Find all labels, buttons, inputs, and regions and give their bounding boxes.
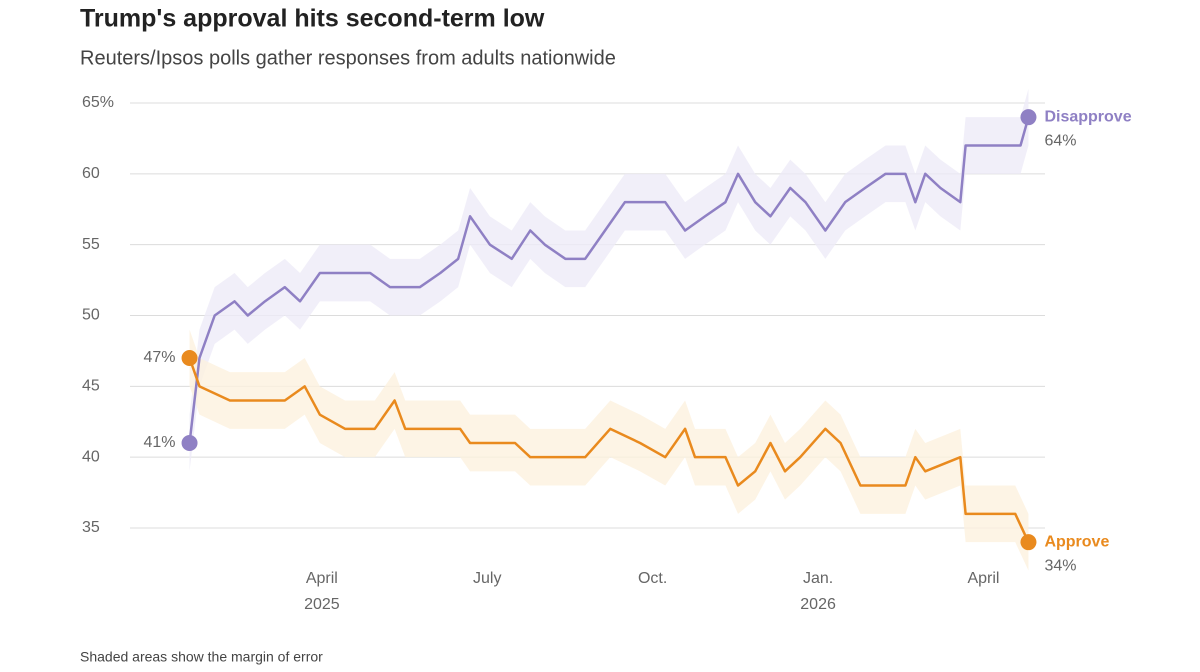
y-tick-label: 45 — [82, 378, 100, 395]
footnote: Shaded areas show the margin of error — [80, 649, 323, 665]
y-tick-label: 65% — [82, 94, 114, 111]
y-tick-label: 55 — [82, 236, 100, 253]
y-tick-label: 60 — [82, 165, 100, 182]
x-year-label: 2026 — [800, 596, 836, 613]
series-name: Approve — [1044, 533, 1109, 550]
x-tick-label: April — [306, 570, 338, 587]
margin-band — [189, 88, 1029, 472]
x-tick-label: July — [473, 570, 501, 587]
value-label: 34% — [1044, 557, 1076, 574]
value-label: 64% — [1044, 132, 1076, 149]
end-dot — [1020, 534, 1037, 551]
y-tick-label: 35 — [82, 519, 100, 536]
x-year-label: 2025 — [304, 596, 340, 613]
value-label: 41% — [144, 434, 176, 451]
chart-title: Trump's approval hits second-term low — [80, 5, 545, 33]
x-tick-label: Oct. — [638, 570, 667, 587]
end-dot — [1020, 109, 1037, 126]
x-tick-label: Jan. — [803, 570, 833, 587]
margin-band — [189, 329, 1029, 571]
chart-subtitle: Reuters/Ipsos polls gather responses fro… — [80, 47, 616, 69]
y-tick-label: 50 — [82, 307, 100, 324]
end-dot — [181, 435, 198, 451]
series-line — [188, 116, 1030, 444]
y-tick-label: 40 — [82, 448, 100, 465]
value-label: 47% — [144, 349, 176, 366]
x-tick-label: April — [967, 570, 999, 587]
end-dot — [181, 350, 198, 366]
series-name: Disapprove — [1044, 108, 1131, 125]
series-line — [188, 357, 1030, 543]
